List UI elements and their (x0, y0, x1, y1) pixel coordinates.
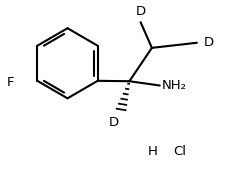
Text: F: F (6, 76, 14, 89)
Text: D: D (135, 5, 146, 18)
Text: Cl: Cl (173, 145, 186, 158)
Text: H: H (148, 145, 158, 158)
Text: D: D (108, 116, 119, 129)
Text: D: D (204, 36, 214, 49)
Text: NH₂: NH₂ (162, 79, 187, 92)
